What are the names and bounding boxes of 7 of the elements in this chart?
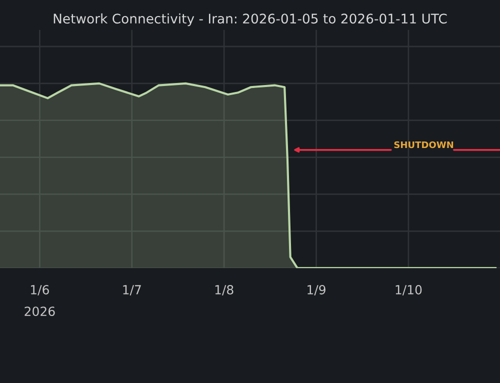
x-tick-label: 1/8 xyxy=(215,284,234,296)
annotation: SHUTDOWN xyxy=(394,141,454,148)
x-tick-label: 1/9 xyxy=(308,284,326,296)
x-tick-label: 1/6 2026 xyxy=(24,284,55,316)
x-tick-label: 1/7 xyxy=(123,285,141,296)
x-tick-label: 1/10 xyxy=(396,284,422,296)
chart-title: Network Connectivity - Iran: 2026-01-05 to 2026-01-11 UTC xyxy=(54,13,447,26)
